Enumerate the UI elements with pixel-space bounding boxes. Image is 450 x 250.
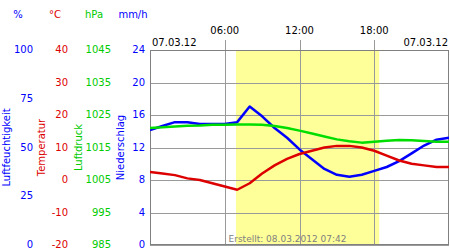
tick-label: 18:00 xyxy=(360,25,389,36)
chart: % 0 25 50 75 100 Luftfeuchtigkeit °C -20 -10 0 10 20… xyxy=(0,0,450,250)
tick-label: 30 xyxy=(55,77,68,88)
axis-title: Luftfeuchtigkeit xyxy=(1,108,12,186)
axis-unit: mm/h xyxy=(118,9,147,20)
tick-label: 40 xyxy=(55,44,68,55)
tick-label: 24 xyxy=(132,44,145,55)
tick-label: 10 xyxy=(55,142,68,153)
date-label: 07.03.12 xyxy=(152,37,197,48)
grid-line xyxy=(150,83,449,84)
tick-label: 1035 xyxy=(86,77,111,88)
tick-label: 995 xyxy=(92,207,111,218)
axis-unit: °C xyxy=(49,9,61,20)
series-line xyxy=(150,124,449,142)
axis-title: Temperatur xyxy=(36,118,47,177)
plot-frame xyxy=(151,51,449,245)
series-line xyxy=(150,107,449,177)
axis-unit: hPa xyxy=(85,9,103,20)
grid-line xyxy=(150,245,449,246)
tick-label: -20 xyxy=(52,239,68,250)
tick-label: 12:00 xyxy=(285,25,314,36)
axis-unit: % xyxy=(13,9,23,20)
axis-title: Niederschlag xyxy=(115,115,126,180)
tick-label: -10 xyxy=(52,207,68,218)
grid-line xyxy=(150,115,449,116)
series-line xyxy=(150,146,449,190)
tick-label: 8 xyxy=(139,174,145,185)
tick-label: 50 xyxy=(20,142,33,153)
grid-line xyxy=(225,40,226,245)
tick-label: 20 xyxy=(132,77,145,88)
tick-label: 20 xyxy=(55,109,68,120)
tick-label: 100 xyxy=(14,44,33,55)
tick-label: 0 xyxy=(139,239,145,250)
tick-label: 75 xyxy=(20,93,33,104)
tick-label: 16 xyxy=(132,109,145,120)
tick-label: 985 xyxy=(92,239,111,250)
tick-label: 0 xyxy=(62,174,68,185)
axis-title: Luftdruck xyxy=(73,124,84,171)
tick-label: 25 xyxy=(20,190,33,201)
grid-line xyxy=(300,40,301,245)
series-group xyxy=(150,107,449,190)
tick-label: 0 xyxy=(27,239,33,250)
tick-label: 1015 xyxy=(86,142,111,153)
tick-label: 1005 xyxy=(86,174,111,185)
tick-label: 06:00 xyxy=(210,25,239,36)
grid-line xyxy=(150,213,449,214)
footer: Erstellt: 08.03.2012 07:42 xyxy=(229,234,347,244)
tick-label: 12 xyxy=(132,142,145,153)
date-label: 07.03.12 xyxy=(403,37,448,48)
tick-label: 1025 xyxy=(86,109,111,120)
tick-label: 1045 xyxy=(86,44,111,55)
tick-label: 4 xyxy=(139,207,145,218)
plot-background xyxy=(150,50,449,245)
